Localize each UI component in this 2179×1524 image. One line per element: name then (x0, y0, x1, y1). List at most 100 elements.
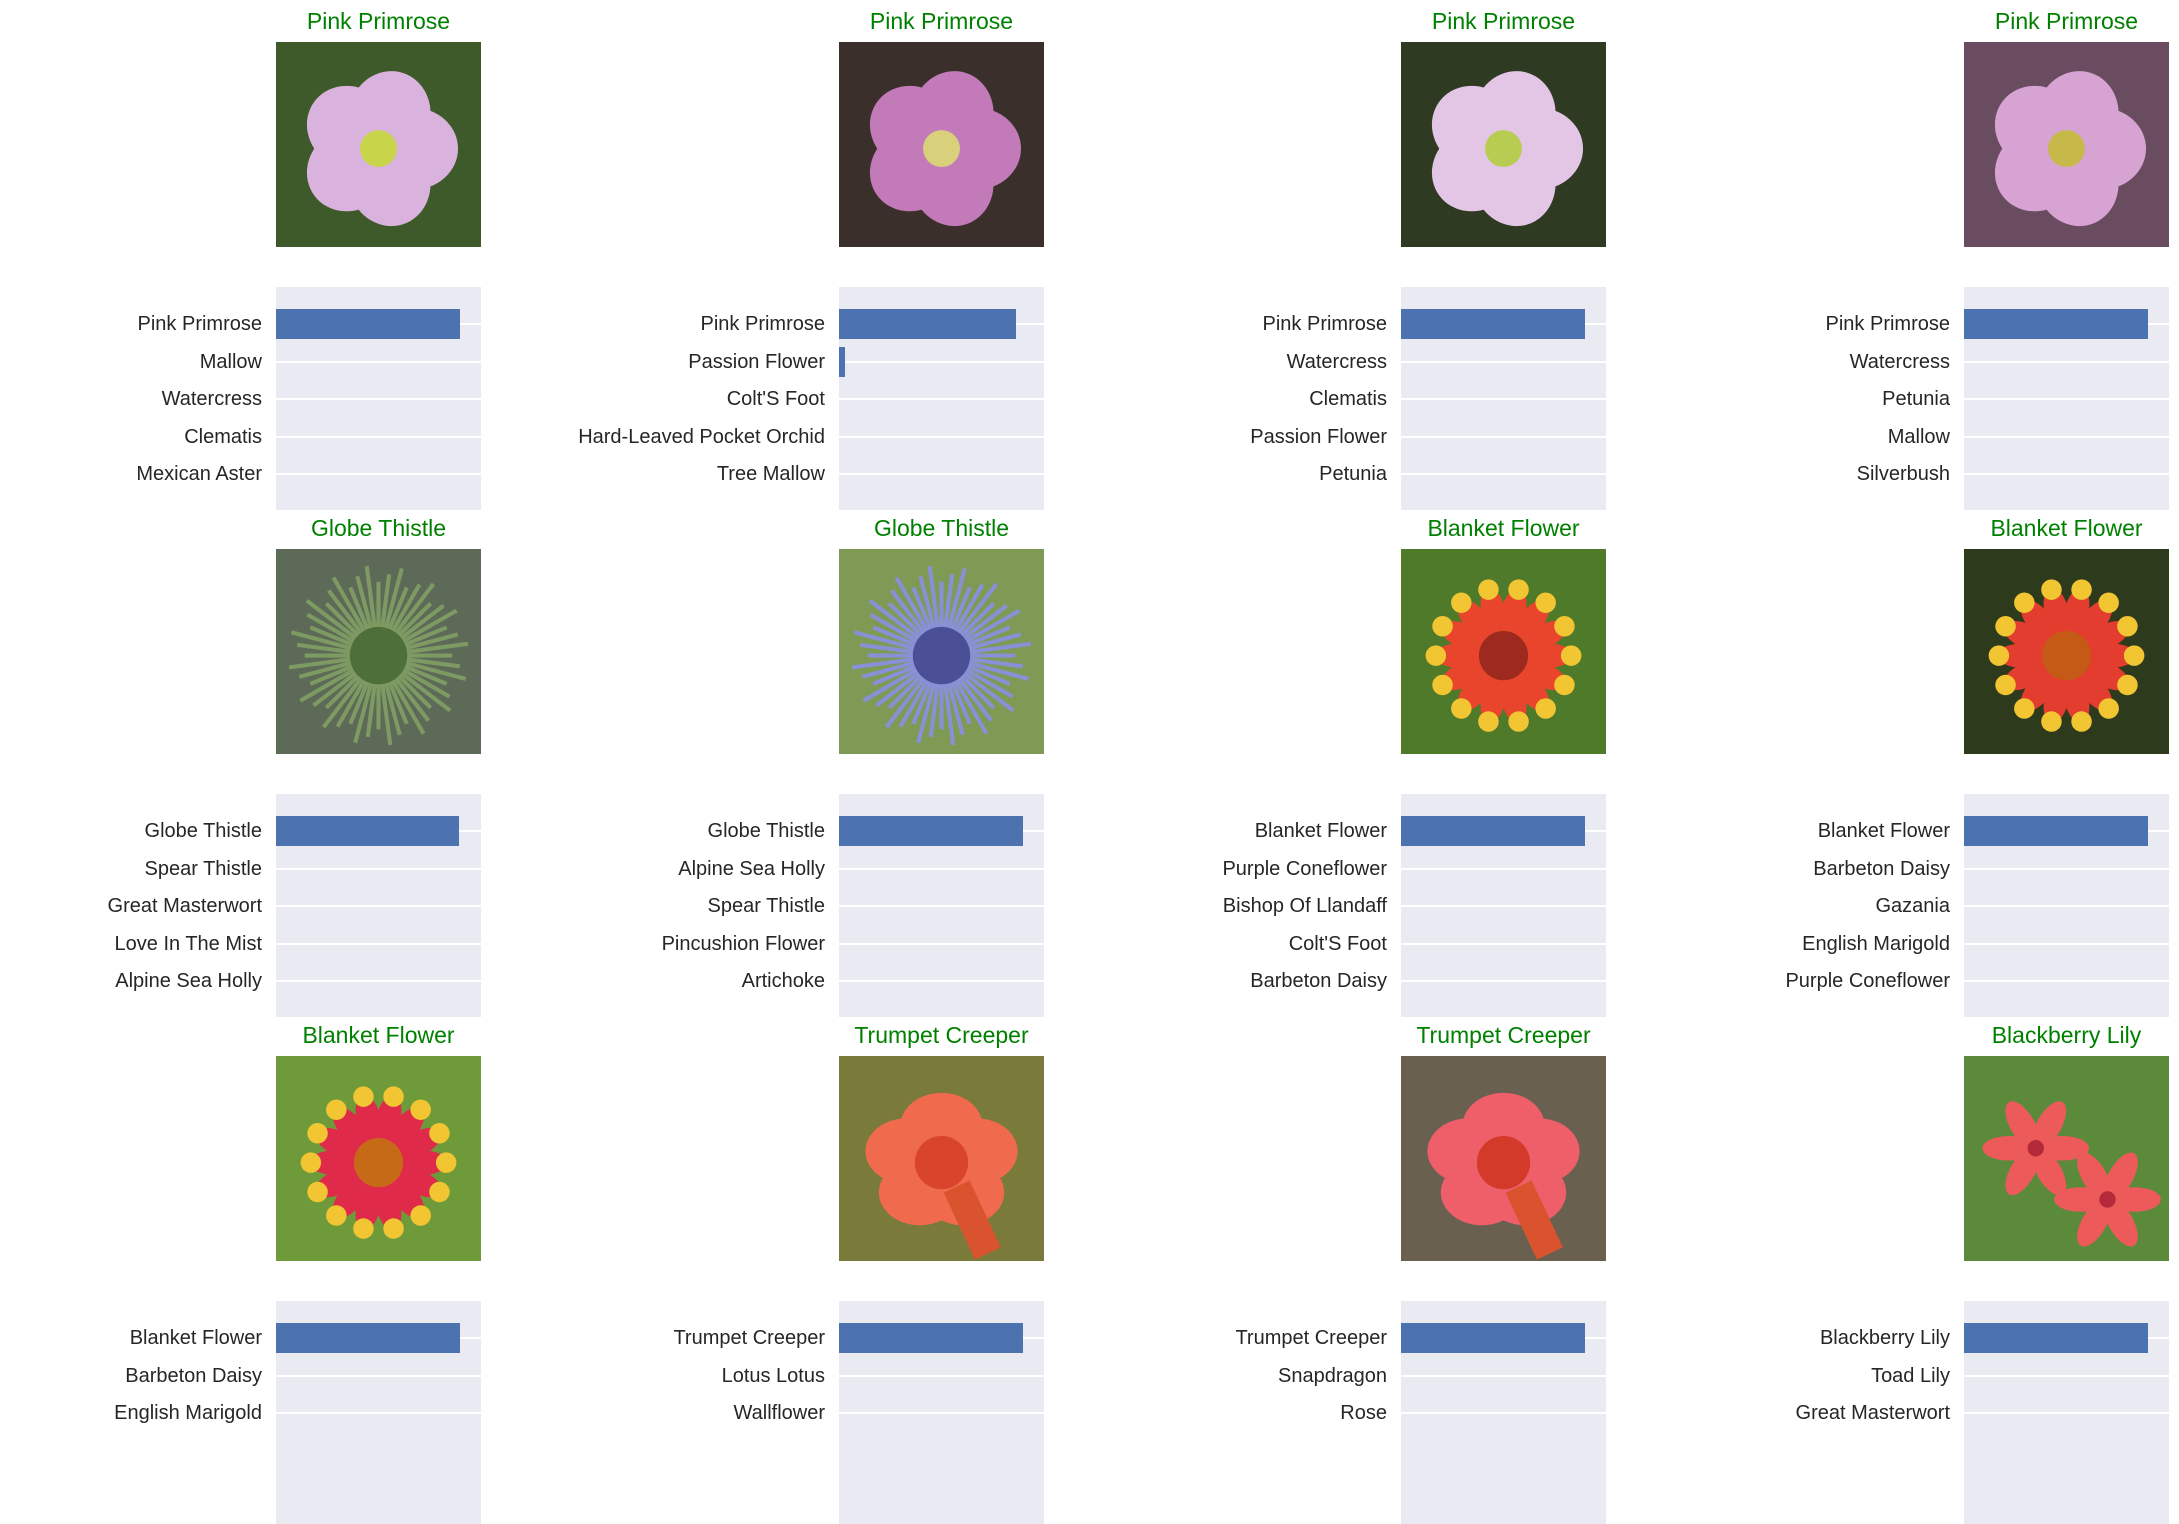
gridline (1964, 942, 2169, 945)
gridline (839, 867, 1044, 870)
gridline (1401, 473, 1606, 475)
category-label: Blackberry Lily (1819, 1327, 1950, 1349)
category-label: Barbeton Daisy (1250, 970, 1387, 992)
gridline (276, 942, 481, 945)
gridline (276, 1374, 481, 1377)
prediction-panel: Blanket Flower Blanket Flower Barbeton Dai… (1688, 507, 2179, 1017)
gridline (839, 398, 1044, 400)
category-label: Pink Primrose (137, 313, 262, 335)
category-label: Spear Thistle (707, 895, 825, 917)
flower-thumbnail (839, 549, 1044, 754)
category-label: Love In The Mist (114, 932, 262, 955)
category-label: Mallow (1887, 425, 1950, 448)
gridline (276, 905, 481, 907)
blanket-flower-photo (1401, 549, 1606, 754)
probability-bar (276, 309, 460, 339)
panel-title: Pink Primrose (306, 8, 451, 34)
gridline (1401, 867, 1606, 870)
gridline (1401, 435, 1606, 438)
prediction-panel: Trumpet Creeper Trumpet Creeper Lotus Lotu… (563, 1014, 1107, 1524)
probability-bar-chart (276, 1301, 481, 1524)
probability-bar (1964, 816, 2148, 846)
panel-title: Globe Thistle (873, 515, 1010, 541)
gridline (839, 905, 1044, 907)
category-label: Toad Lily (1871, 1364, 1950, 1387)
gridline (1964, 360, 2169, 363)
gridline (839, 980, 1044, 982)
gridline (1964, 980, 2169, 982)
gridline (1964, 473, 2169, 475)
probability-bar-chart (1964, 1301, 2169, 1524)
probability-bar (839, 1323, 1023, 1353)
category-label: Watercress (161, 388, 262, 410)
category-label: Spear Thistle (144, 857, 262, 880)
probability-bar-chart (276, 287, 481, 510)
category-label: Colt'S Foot (726, 388, 825, 410)
flower-thumbnail (1401, 1056, 1606, 1261)
category-label: Trumpet Creeper (1235, 1327, 1387, 1349)
gridline (1964, 1374, 2169, 1377)
probability-bar-chart (1401, 287, 1606, 510)
category-label: Globe Thistle (144, 820, 262, 842)
gridline (1401, 360, 1606, 363)
category-label: Petunia (1882, 388, 1950, 410)
category-label: Bishop Of Llandaff (1222, 895, 1387, 917)
panel-title: Blanket Flower (1427, 515, 1580, 541)
category-label: Alpine Sea Holly (678, 857, 825, 880)
gridline (1401, 905, 1606, 907)
gridline (276, 473, 481, 475)
panel-title: Trumpet Creeper (854, 1022, 1029, 1048)
probability-bar-chart (839, 1301, 1044, 1524)
gridline (1401, 1412, 1606, 1414)
globe-thistle-photo (839, 549, 1044, 754)
category-label: Watercress (1849, 350, 1950, 373)
prediction-panel: Pink Primrose Pink Primrose Mallow Watercre… (0, 0, 544, 510)
pink-primrose-photo (839, 42, 1044, 247)
blanket-flower-photo (276, 1056, 481, 1261)
category-label: Clematis (184, 425, 262, 448)
gridline (1401, 942, 1606, 945)
gridline (1401, 1374, 1606, 1377)
category-label: Alpine Sea Holly (115, 970, 262, 992)
gridline (839, 1374, 1044, 1377)
category-label: Silverbush (1856, 463, 1950, 485)
category-label: Clematis (1309, 388, 1387, 410)
category-label: Gazania (1875, 895, 1951, 917)
category-label: Purple Coneflower (1785, 970, 1950, 992)
flower-thumbnail (276, 549, 481, 754)
gridline (1401, 980, 1606, 982)
gridline (839, 473, 1044, 475)
category-label: Blanket Flower (129, 1327, 262, 1349)
flower-thumbnail (1401, 42, 1606, 247)
category-label: Purple Coneflower (1222, 857, 1387, 880)
gridline (276, 867, 481, 870)
category-label: Barbeton Daisy (1813, 857, 1950, 880)
category-label: Great Masterwort (107, 895, 262, 917)
category-label: Barbeton Daisy (125, 1364, 262, 1387)
gridline (839, 1412, 1044, 1414)
category-label: English Marigold (114, 1402, 262, 1424)
gridline (276, 435, 481, 438)
flower-thumbnail (276, 1056, 481, 1261)
probability-bar-chart (276, 794, 481, 1017)
prediction-panel: Pink Primrose Pink Primrose Watercress Clem… (1125, 0, 1669, 510)
pink-primrose-photo (1964, 42, 2169, 247)
gridline (1964, 1412, 2169, 1414)
gridline (276, 980, 481, 982)
prediction-panel: Pink Primrose Pink Primrose Passion Flower… (563, 0, 1107, 510)
category-label: Watercress (1286, 350, 1387, 373)
category-label: English Marigold (1802, 932, 1950, 955)
probability-bar-chart (1401, 794, 1606, 1017)
probability-bar (276, 1323, 460, 1353)
prediction-panel: Trumpet Creeper Trumpet Creeper Snapdragon… (1125, 1014, 1669, 1524)
gridline (839, 360, 1044, 363)
gridline (839, 435, 1044, 438)
category-label: Trumpet Creeper (673, 1327, 825, 1349)
probability-bar (1964, 1323, 2148, 1353)
category-label: Lotus Lotus (721, 1364, 825, 1387)
panel-title: Blanket Flower (1990, 515, 2143, 541)
trumpet-creeper-photo (839, 1056, 1044, 1261)
category-label: Mallow (199, 350, 262, 373)
gridline (1964, 867, 2169, 870)
